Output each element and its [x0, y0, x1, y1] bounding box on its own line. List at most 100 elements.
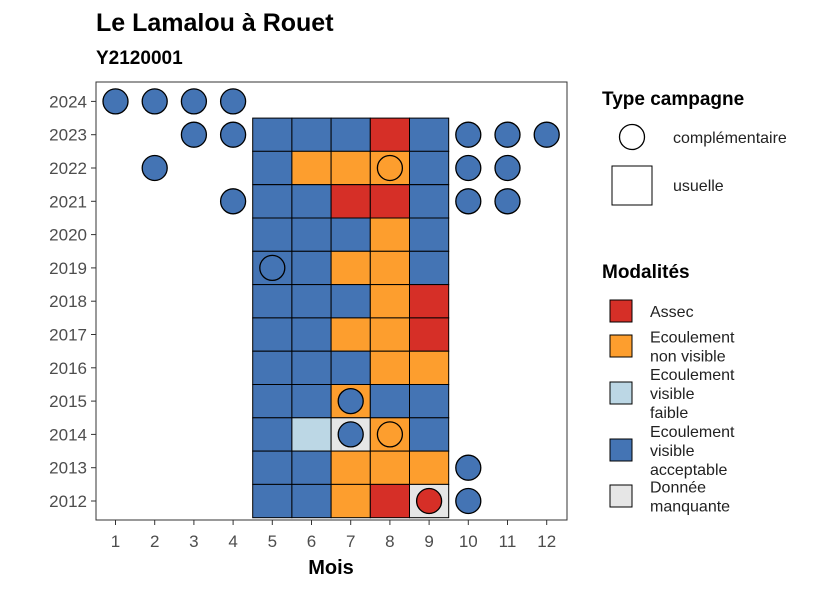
legend-label-line: acceptable — [650, 462, 727, 479]
point-2022-11 — [494, 154, 521, 182]
cell-2023-5 — [252, 117, 293, 152]
point-2023-11 — [494, 121, 521, 148]
point-2023-4 — [219, 121, 247, 148]
cell-2014-6 — [291, 417, 332, 452]
x-tick-label-6: 6 — [307, 532, 316, 551]
y-tick-label-2019: 2019 — [49, 259, 87, 278]
cell-2017-6 — [291, 317, 332, 352]
cells-layer — [252, 117, 450, 519]
point-2015-7 — [337, 387, 364, 415]
cell-2012-6 — [291, 483, 332, 519]
cell-2020-5 — [252, 217, 293, 252]
cell-2017-7 — [330, 317, 371, 352]
axes-layer: 1 2 3 4 5 6 7 8 9 10 11 122012201320142015201620172… — [49, 92, 556, 551]
x-tick-label-7: 7 — [346, 532, 355, 551]
x-tick-label-8: 8 — [385, 532, 394, 551]
legend-key-manquante — [609, 484, 633, 508]
cell-2017-9 — [409, 317, 450, 352]
cell-2022-6 — [291, 150, 332, 186]
legend-label-line: manquante — [650, 499, 730, 516]
cell-2017-5 — [252, 317, 293, 352]
y-tick-label-2017: 2017 — [49, 326, 87, 345]
point-2012-9 — [415, 487, 443, 515]
point-2013-10 — [455, 454, 482, 481]
cell-2018-8 — [369, 284, 410, 319]
cell-2015-5 — [252, 384, 293, 419]
legend-key-nonvisible — [609, 334, 633, 358]
cell-2022-9 — [409, 150, 450, 186]
point-2023-12 — [533, 121, 560, 148]
legend-label-line: faible — [650, 405, 688, 422]
x-tick-label-3: 3 — [189, 532, 198, 551]
legend-label-line: visible — [650, 386, 695, 403]
legend-label-line: Ecoulement — [650, 367, 735, 384]
cell-2019-7 — [330, 250, 371, 286]
cell-2020-6 — [291, 217, 332, 252]
cell-2015-6 — [291, 384, 332, 419]
cell-2014-5 — [252, 417, 293, 452]
legend-key-usuelle — [611, 165, 653, 206]
cell-2023-6 — [291, 117, 332, 152]
legend-label-line: non visible — [650, 349, 726, 366]
legend-label-line: Assec — [650, 304, 694, 321]
y-tick-label-2018: 2018 — [49, 292, 87, 311]
x-tick-label-5: 5 — [268, 532, 277, 551]
cell-2022-7 — [330, 150, 371, 186]
cell-2012-7 — [330, 483, 371, 519]
legend-layer: Type campagne complémentaire usuelle Modali… — [602, 89, 787, 516]
legend-label-complementaire: complémentaire — [673, 130, 787, 147]
cell-2019-6 — [291, 250, 332, 286]
cell-2021-8 — [369, 184, 410, 219]
cell-2013-9 — [409, 450, 450, 485]
point-2014-8 — [376, 421, 404, 448]
point-2022-8 — [376, 154, 404, 182]
legend-label-acceptable: Ecoulement visible acceptable — [650, 424, 735, 479]
point-2024-4 — [219, 88, 247, 115]
x-tick-label-12: 12 — [537, 532, 556, 551]
legend-key-assec — [609, 299, 633, 323]
y-tick-label-2012: 2012 — [49, 492, 87, 511]
legend-label-nonvisible: Ecoulement non visible — [650, 330, 735, 366]
legend-title-type-campagne: Type campagne — [602, 89, 744, 110]
cell-2020-9 — [409, 217, 450, 252]
x-tick-label-4: 4 — [228, 532, 237, 551]
cell-2021-6 — [291, 184, 332, 219]
cell-2015-9 — [409, 384, 450, 419]
cell-2017-8 — [369, 317, 410, 352]
cell-2022-5 — [252, 150, 293, 186]
cell-2016-6 — [291, 350, 332, 386]
cell-2019-8 — [369, 250, 410, 286]
cell-2023-7 — [330, 117, 371, 152]
cell-2018-5 — [252, 284, 293, 319]
cell-2012-8 — [369, 483, 410, 519]
legend-key-acceptable — [609, 438, 633, 462]
point-2021-11 — [494, 188, 521, 215]
cell-2020-7 — [330, 217, 371, 252]
cell-2021-7 — [330, 184, 371, 219]
point-2023-3 — [180, 121, 208, 148]
cell-2014-9 — [409, 417, 450, 452]
cell-2012-5 — [252, 483, 293, 519]
cell-2023-8 — [369, 117, 410, 152]
y-tick-label-2014: 2014 — [49, 425, 87, 444]
cell-2018-6 — [291, 284, 332, 319]
point-2024-3 — [180, 88, 208, 115]
y-tick-label-2021: 2021 — [49, 192, 87, 211]
cell-2016-8 — [369, 350, 410, 386]
x-tick-label-2: 2 — [150, 532, 159, 551]
point-2024-2 — [141, 88, 168, 115]
legend-label-line: Donnée — [650, 480, 706, 497]
point-2022-2 — [141, 154, 168, 182]
x-tick-label-10: 10 — [459, 532, 478, 551]
legend-key-complementaire — [618, 123, 646, 151]
point-2012-10 — [455, 487, 482, 515]
x-tick-label-11: 11 — [499, 532, 517, 551]
cell-2013-7 — [330, 450, 371, 485]
cell-2013-8 — [369, 450, 410, 485]
cell-2016-9 — [409, 350, 450, 386]
cell-2013-5 — [252, 450, 293, 485]
cell-2023-9 — [409, 117, 450, 152]
legend-label-manquante: Donnée manquante — [650, 480, 730, 516]
point-2022-10 — [455, 154, 482, 182]
